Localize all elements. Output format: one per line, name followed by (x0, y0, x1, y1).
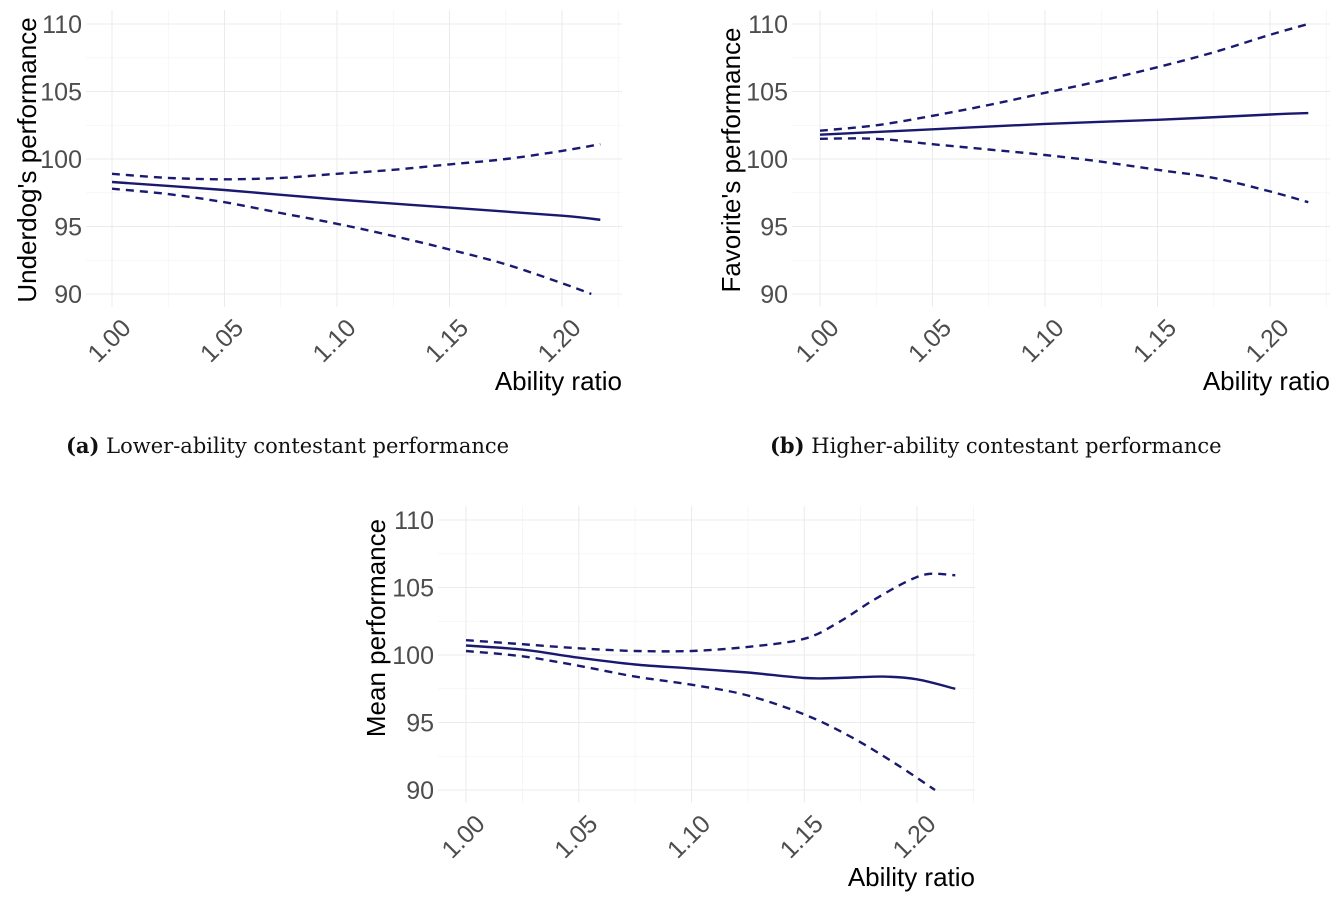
y-tick-label: 105 (746, 79, 788, 107)
x-tick-label: 1.00 (436, 810, 490, 864)
x-tick-label: 1.20 (887, 810, 941, 864)
x-tick-label: 1.05 (903, 314, 957, 368)
caption-a-label: (a) (66, 433, 100, 458)
x-tick-label: 1.10 (1015, 314, 1069, 368)
x-tick-label: 1.00 (790, 314, 844, 368)
y-tick-label: 95 (54, 214, 82, 242)
series-line-estimate (465, 644, 956, 690)
x-axis-title: Ability ratio (848, 862, 975, 892)
x-tick-label: 1.20 (1240, 314, 1294, 368)
chart-panel-a: 90 95 100 105 110 1.00 1.05 1.10 1.15 1.20Ability… (12, 10, 622, 396)
chart-panel-b: 90 95 100 105 110 1.00 1.05 1.10 1.15 1.20Ability… (716, 10, 1330, 396)
series-line-upper (465, 572, 956, 653)
y-tick-label: 90 (760, 281, 788, 309)
y-tick-label: 105 (40, 79, 82, 107)
y-tick-label: 105 (392, 575, 434, 603)
caption-b-text: Higher-ability contestant performance (811, 434, 1222, 458)
caption-b: (b) Higher-ability contestant performanc… (770, 433, 1222, 458)
y-tick-label: 100 (746, 146, 788, 174)
series-line-estimate (819, 111, 1309, 136)
y-tick-label: 90 (406, 777, 434, 805)
caption-a: (a) Lower-ability contestant performance (66, 433, 509, 458)
series-line-upper (819, 22, 1309, 132)
y-tick-label: 100 (40, 146, 82, 174)
y-tick-label: 90 (54, 281, 82, 309)
x-tick-label: 1.20 (532, 314, 586, 368)
series-line-upper (111, 143, 601, 181)
x-tick-label: 1.15 (420, 314, 474, 368)
x-tick-label: 1.00 (82, 314, 136, 368)
series-line-estimate (111, 180, 601, 221)
chart-panel-c: 90 95 100 105 110 1.00 1.05 1.10 1.15 1.20Ability… (361, 506, 975, 892)
series-line-lower (819, 137, 1309, 204)
y-tick-label: 110 (42, 11, 82, 39)
series-line-lower (465, 649, 936, 791)
y-tick-label: 110 (748, 11, 788, 39)
caption-b-label: (b) (770, 433, 805, 458)
x-tick-label: 1.15 (775, 810, 829, 864)
x-tick-label: 1.15 (1128, 314, 1182, 368)
y-axis-title: Underdog's performance (12, 17, 42, 302)
series-line-lower (111, 187, 592, 296)
x-tick-label: 1.05 (549, 810, 603, 864)
x-tick-label: 1.10 (307, 314, 361, 368)
y-tick-label: 95 (406, 710, 434, 738)
x-axis-title: Ability ratio (495, 366, 622, 396)
y-tick-label: 100 (392, 642, 434, 670)
y-tick-label: 95 (760, 214, 788, 242)
x-tick-label: 1.05 (195, 314, 249, 368)
y-axis-title: Favorite's performance (716, 27, 746, 292)
x-axis-title: Ability ratio (1203, 366, 1330, 396)
y-axis-title: Mean performance (361, 519, 391, 737)
caption-a-text: Lower-ability contestant performance (106, 434, 510, 458)
y-tick-label: 110 (394, 507, 434, 535)
x-tick-label: 1.10 (662, 810, 716, 864)
